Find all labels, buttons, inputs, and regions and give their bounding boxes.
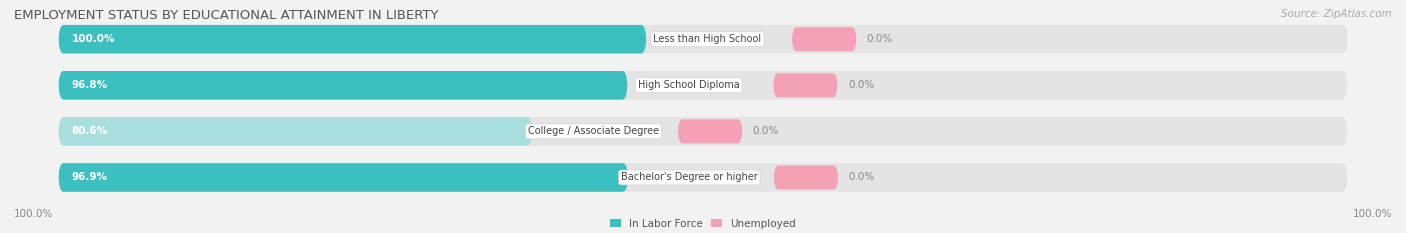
Text: 0.0%: 0.0% (866, 34, 893, 44)
Text: Source: ZipAtlas.com: Source: ZipAtlas.com (1281, 9, 1392, 19)
Text: College / Associate Degree: College / Associate Degree (527, 126, 659, 136)
Legend: In Labor Force, Unemployed: In Labor Force, Unemployed (610, 219, 796, 229)
FancyBboxPatch shape (59, 163, 628, 192)
Text: Less than High School: Less than High School (654, 34, 762, 44)
FancyBboxPatch shape (678, 119, 742, 143)
Text: 100.0%: 100.0% (14, 209, 53, 219)
Text: Bachelor's Degree or higher: Bachelor's Degree or higher (621, 172, 758, 182)
Text: EMPLOYMENT STATUS BY EDUCATIONAL ATTAINMENT IN LIBERTY: EMPLOYMENT STATUS BY EDUCATIONAL ATTAINM… (14, 9, 439, 22)
Text: 80.6%: 80.6% (72, 126, 108, 136)
FancyBboxPatch shape (792, 27, 856, 51)
Text: 0.0%: 0.0% (848, 172, 875, 182)
FancyBboxPatch shape (773, 73, 838, 97)
Text: 100.0%: 100.0% (1353, 209, 1392, 219)
FancyBboxPatch shape (59, 71, 1347, 99)
FancyBboxPatch shape (59, 25, 647, 54)
FancyBboxPatch shape (59, 117, 533, 146)
Text: 96.9%: 96.9% (72, 172, 107, 182)
Text: 100.0%: 100.0% (72, 34, 115, 44)
Text: 0.0%: 0.0% (752, 126, 779, 136)
Text: 96.8%: 96.8% (72, 80, 107, 90)
FancyBboxPatch shape (773, 165, 838, 189)
Text: High School Diploma: High School Diploma (638, 80, 740, 90)
FancyBboxPatch shape (59, 71, 627, 99)
FancyBboxPatch shape (59, 25, 1347, 54)
FancyBboxPatch shape (59, 163, 1347, 192)
Text: 0.0%: 0.0% (848, 80, 875, 90)
FancyBboxPatch shape (59, 117, 1347, 146)
